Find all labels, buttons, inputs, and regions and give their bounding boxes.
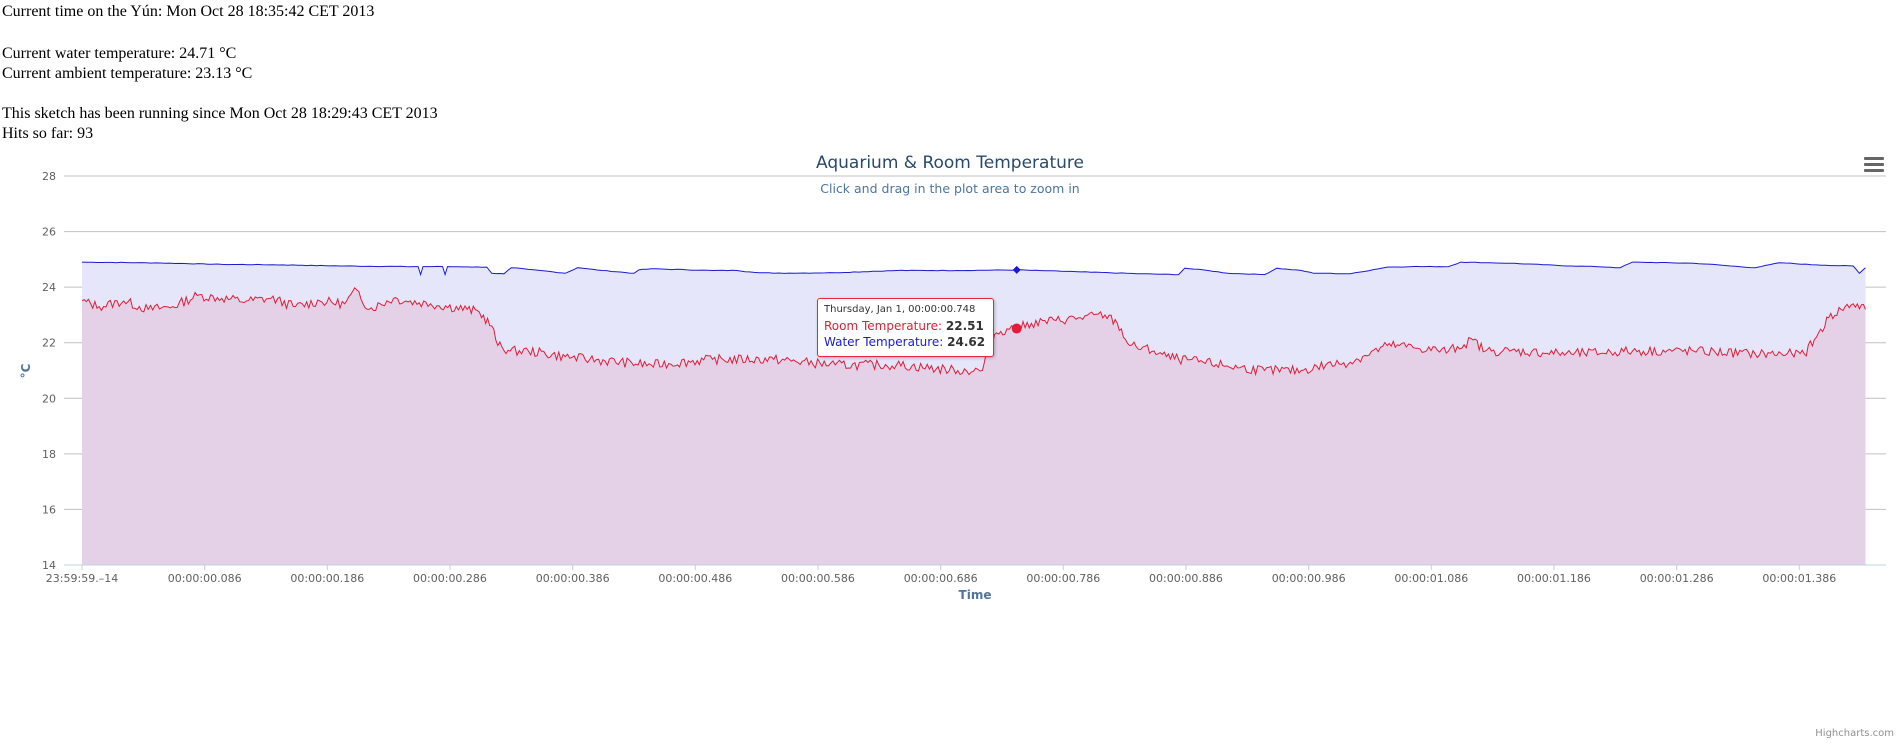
y-tick-label: 14: [42, 559, 56, 572]
hits-text: Hits so far: 93: [2, 124, 93, 144]
x-tick-label: 00:00:00.786: [1026, 572, 1100, 585]
x-tick-label: 00:00:00.886: [1149, 572, 1223, 585]
current-time-text: Current time on the Yún: Mon Oct 28 18:3…: [2, 2, 374, 22]
chart-title: Aquarium & Room Temperature: [816, 153, 1084, 173]
x-tick-label: 00:00:00.486: [658, 572, 732, 585]
water-temp-text: Current water temperature: 24.71 °C: [2, 44, 236, 64]
x-tick-label: 00:00:00.586: [781, 572, 855, 585]
x-tick-label: 00:00:01.186: [1517, 572, 1591, 585]
x-tick-label: 00:00:00.986: [1272, 572, 1346, 585]
tooltip-room-row: Room Temperature: 22.51: [824, 318, 985, 334]
x-tick-label: 00:00:00.386: [536, 572, 610, 585]
y-tick-label: 28: [42, 170, 56, 183]
y-tick-label: 26: [42, 226, 56, 239]
highcharts-credits-link[interactable]: Highcharts.com: [1815, 728, 1894, 739]
room-hover-point: [1012, 324, 1022, 334]
x-tick-label: 00:00:01.386: [1762, 572, 1836, 585]
x-tick-label: 00:00:00.686: [904, 572, 978, 585]
y-tick-label: 18: [42, 448, 56, 461]
temperature-chart[interactable]: Aquarium & Room Temperature Click and dr…: [0, 145, 1900, 741]
running-since-text: This sketch has been running since Mon O…: [2, 104, 438, 124]
tooltip-room-value: 22.51: [946, 319, 984, 333]
x-tick-label: 00:00:00.086: [168, 572, 242, 585]
x-tick-label: 00:00:01.286: [1640, 572, 1714, 585]
chart-subtitle: Click and drag in the plot area to zoom …: [820, 181, 1079, 196]
x-tick-label: 00:00:01.086: [1394, 572, 1468, 585]
chart-svg[interactable]: Aquarium & Room Temperature Click and dr…: [0, 145, 1900, 741]
y-tick-label: 22: [42, 337, 56, 350]
tooltip-water-value: 24.62: [947, 335, 985, 349]
x-axis-title: Time: [959, 588, 992, 602]
chart-tooltip: Thursday, Jan 1, 00:00:00.748 Room Tempe…: [817, 298, 994, 357]
tooltip-room-label: Room Temperature:: [824, 319, 942, 333]
tooltip-water-row: Water Temperature: 24.62: [824, 334, 985, 350]
x-tick-label: 00:00:00.286: [413, 572, 487, 585]
tooltip-date: Thursday, Jan 1, 00:00:00.748: [824, 304, 985, 315]
tooltip-water-label: Water Temperature:: [824, 335, 943, 349]
y-tick-label: 20: [42, 392, 56, 405]
y-axis-title: °C: [19, 363, 33, 378]
y-tick-label: 16: [42, 503, 56, 516]
x-tick-label: 00:00:00.186: [290, 572, 364, 585]
ambient-temp-text: Current ambient temperature: 23.13 °C: [2, 64, 252, 84]
x-tick-label: 23:59:59.–14: [46, 572, 118, 585]
y-tick-label: 24: [42, 281, 56, 294]
